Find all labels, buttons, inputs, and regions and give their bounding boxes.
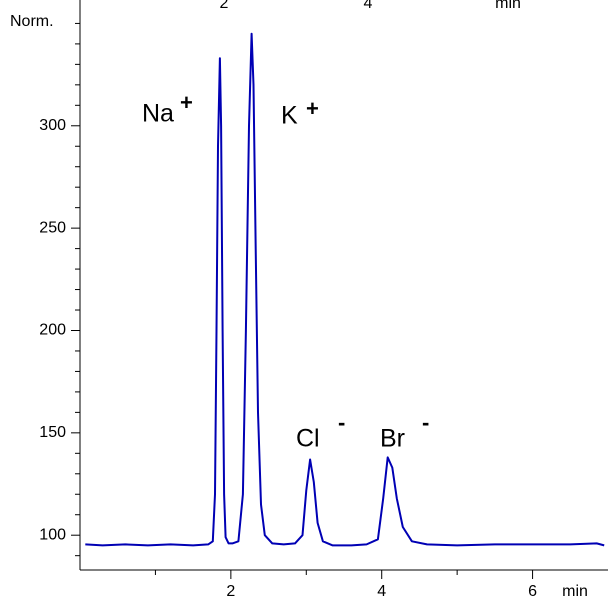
top-label: min (495, 0, 521, 12)
y-tick-label: 100 (39, 526, 66, 543)
peak-label: K (281, 102, 298, 130)
peak-label-charge: - (422, 410, 429, 435)
x-axis-label: min (562, 583, 588, 599)
y-tick-label: 300 (39, 117, 66, 134)
y-tick-label: 250 (39, 219, 66, 236)
peak-label-charge: + (180, 90, 193, 115)
top-label: 4 (364, 0, 373, 12)
peak-label-charge: - (338, 410, 345, 435)
peak-label-charge: + (306, 96, 319, 121)
peak-label: Na (142, 100, 174, 128)
y-axis-label: Norm. (10, 13, 54, 30)
top-label: 2 (220, 0, 229, 12)
y-tick-label: 200 (39, 322, 66, 339)
y-tick-label: 150 (39, 424, 66, 441)
x-tick-label: 4 (377, 583, 386, 599)
peak-label: Cl (296, 425, 320, 453)
x-tick-label: 2 (226, 583, 235, 599)
trace (85, 32, 605, 547)
peak-label: Br (380, 425, 405, 453)
x-tick-label: 6 (528, 583, 537, 599)
